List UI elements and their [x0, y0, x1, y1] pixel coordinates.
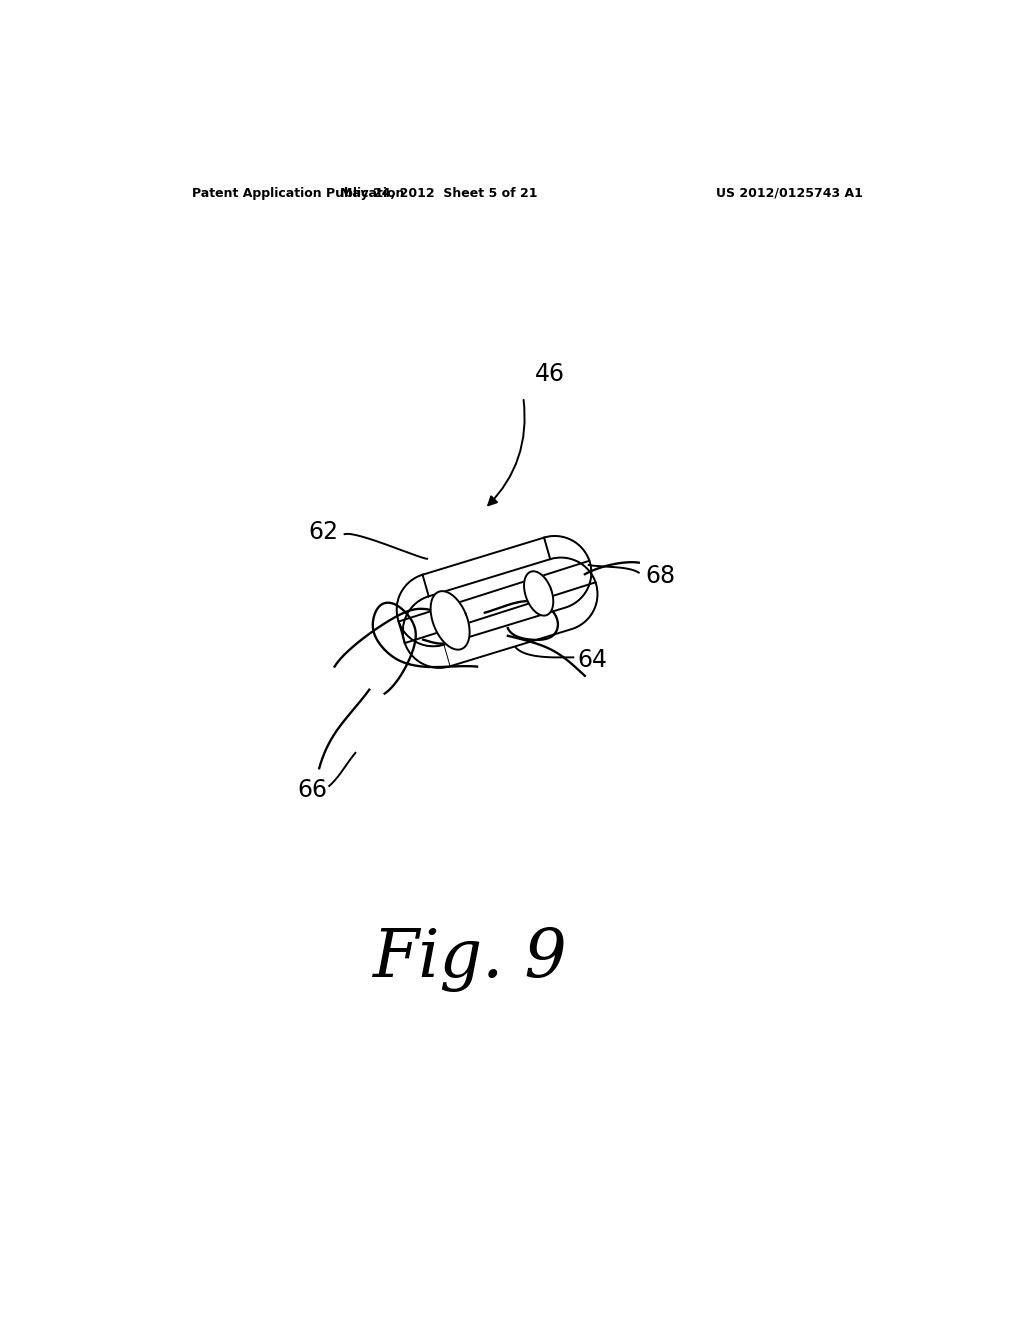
FancyArrowPatch shape [488, 400, 524, 506]
Polygon shape [396, 574, 451, 668]
Text: 68: 68 [645, 564, 675, 587]
Polygon shape [524, 572, 553, 615]
Text: 46: 46 [535, 362, 565, 385]
Polygon shape [431, 591, 470, 649]
Text: May 24, 2012  Sheet 5 of 21: May 24, 2012 Sheet 5 of 21 [340, 186, 538, 199]
Text: 66: 66 [297, 777, 327, 801]
Text: Patent Application Publication: Patent Application Publication [193, 186, 404, 199]
Text: 62: 62 [308, 520, 339, 544]
Polygon shape [402, 557, 597, 668]
Text: US 2012/0125743 A1: US 2012/0125743 A1 [716, 186, 862, 199]
Polygon shape [544, 536, 597, 630]
Polygon shape [396, 536, 591, 647]
Text: Fig. 9: Fig. 9 [372, 927, 566, 991]
Text: 64: 64 [578, 648, 607, 672]
